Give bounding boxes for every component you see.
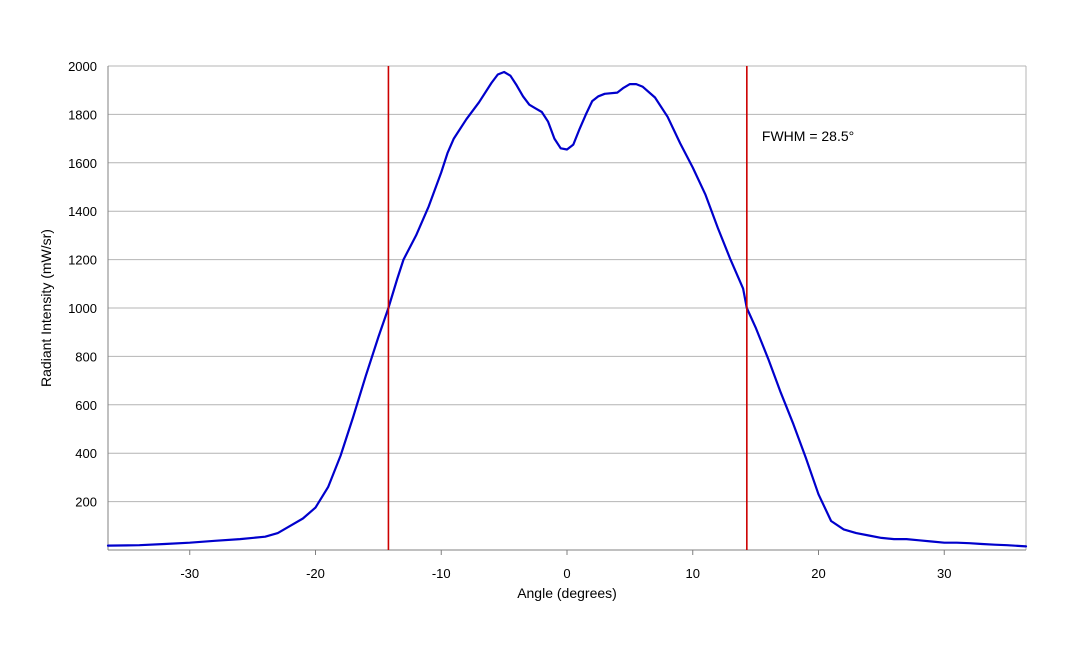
y-tick-label: 200	[75, 495, 97, 510]
x-tick-label: -20	[306, 566, 325, 581]
x-tick-label: 10	[686, 566, 700, 581]
y-tick-label: 600	[75, 398, 97, 413]
y-tick-label: 1600	[68, 156, 97, 171]
y-tick-label: 1200	[68, 253, 97, 268]
x-tick-label: -30	[180, 566, 199, 581]
y-tick-label: 1400	[68, 204, 97, 219]
x-tick-label: 20	[811, 566, 825, 581]
y-tick-label: 1000	[68, 301, 97, 316]
x-tick-label: -10	[432, 566, 451, 581]
tick-labels: 200400600800100012001400160018002000-30-…	[68, 59, 951, 581]
plot-frame	[107, 66, 1027, 555]
annotations: FWHM = 28.5°	[762, 128, 854, 144]
y-tick-label: 1800	[68, 107, 97, 122]
y-tick-label: 2000	[68, 59, 97, 74]
y-axis-title: Radiant Intensity (mW/sr)	[38, 229, 54, 387]
gridlines	[108, 65, 1026, 503]
intensity-curve	[106, 70, 1028, 548]
x-tick-label: 30	[937, 566, 951, 581]
x-axis-title: Angle (degrees)	[517, 585, 617, 601]
fwhm-annotation: FWHM = 28.5°	[762, 128, 854, 144]
y-tick-label: 400	[75, 446, 97, 461]
x-tick-label: 0	[563, 566, 570, 581]
y-tick-label: 800	[75, 349, 97, 364]
fwhm-markers	[387, 66, 748, 550]
series-layer	[106, 70, 1028, 548]
